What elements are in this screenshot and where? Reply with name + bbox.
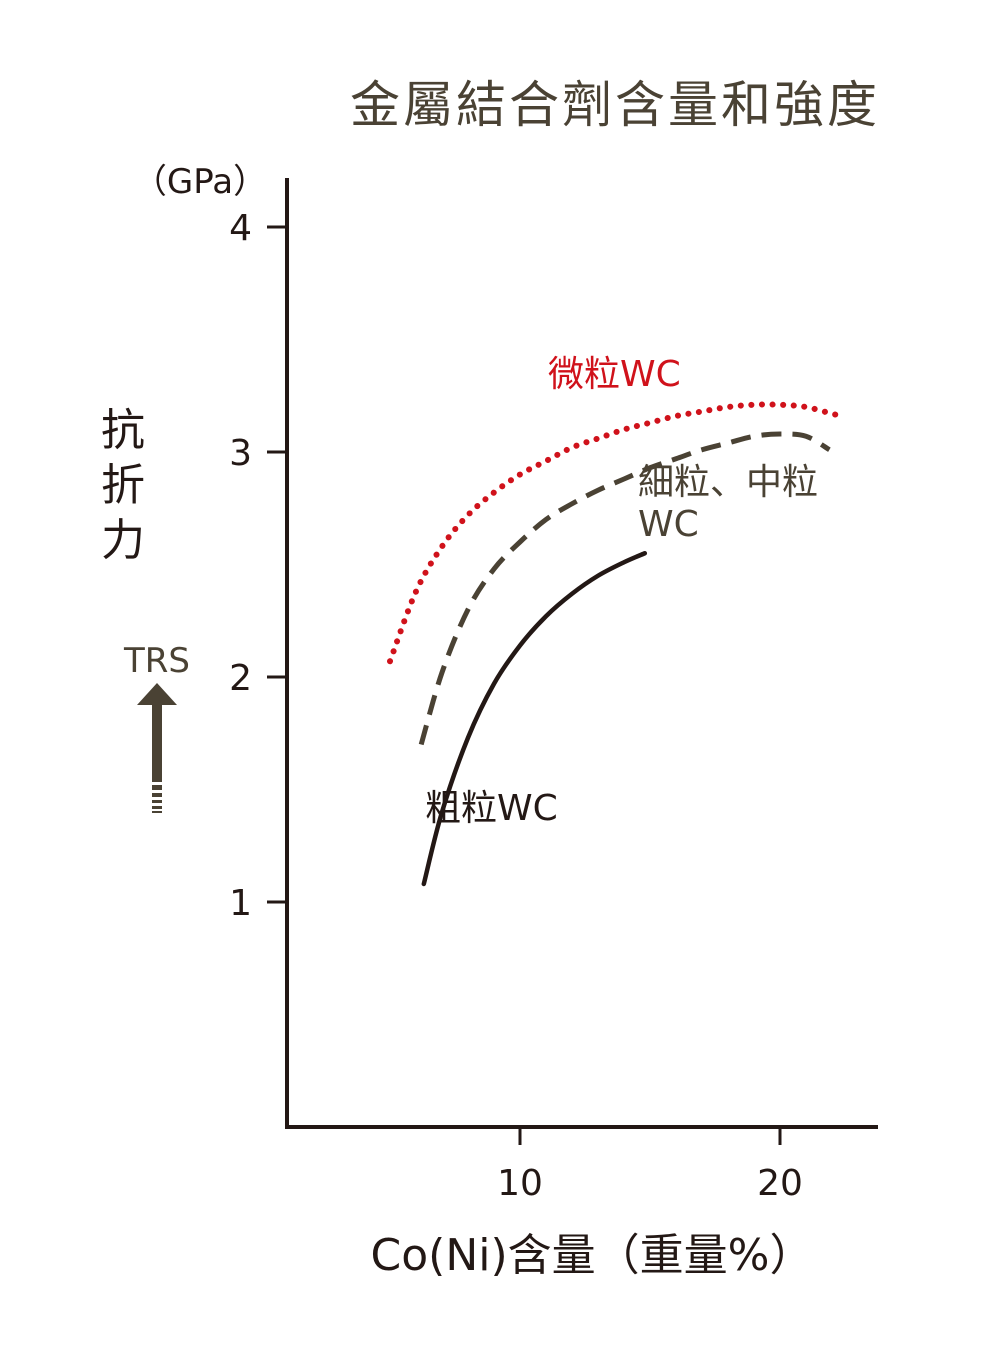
series-layer bbox=[387, 401, 846, 887]
series-label-coarse-wc: 粗粒WC bbox=[425, 788, 558, 829]
y-tick-label: 4 bbox=[229, 208, 252, 249]
up-arrow-icon bbox=[137, 683, 177, 813]
x-axis-label: Co(Ni)含量（重量%） bbox=[371, 1230, 814, 1281]
series-label-medium-wc: 細粒、中粒 bbox=[638, 462, 818, 503]
series-label-medium-wc-line2: WC bbox=[638, 504, 699, 545]
x-tick-label: 10 bbox=[497, 1163, 543, 1204]
y-tick-label: 1 bbox=[229, 883, 252, 924]
series-line-fine-wc bbox=[387, 401, 846, 665]
series-line-coarse-wc bbox=[421, 551, 648, 887]
y-axis-label-char: 力 bbox=[101, 515, 145, 566]
y-tick-label: 3 bbox=[229, 433, 252, 474]
axes: 1 2 3 4 10 20 bbox=[229, 178, 878, 1204]
y-tick-label: 2 bbox=[229, 658, 252, 699]
y-axis-label-char: 抗 bbox=[101, 405, 145, 456]
x-tick-label: 20 bbox=[757, 1163, 803, 1204]
series-line-medium-wc bbox=[418, 431, 831, 746]
y-axis-label: 抗 折 力 bbox=[101, 405, 145, 566]
series-label-fine-wc: 微粒WC bbox=[548, 354, 681, 395]
y-axis-label-char: 折 bbox=[101, 460, 145, 511]
chart-title: 金屬結合劑含量和強度 bbox=[350, 76, 880, 134]
y-axis-unit: （GPa） bbox=[133, 162, 267, 202]
trs-label: TRS bbox=[123, 641, 190, 681]
